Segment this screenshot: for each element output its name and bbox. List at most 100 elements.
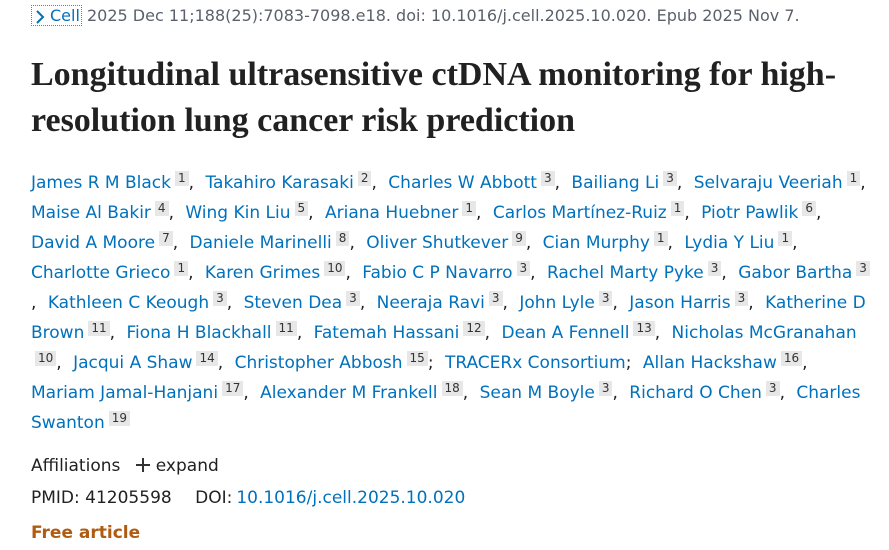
- author-name[interactable]: Allan Hackshaw: [642, 353, 777, 373]
- author-name[interactable]: Sean M Boyle: [479, 383, 595, 403]
- affiliation-number[interactable]: 15: [406, 351, 428, 366]
- author-name[interactable]: Fabio C P Navarro: [362, 263, 513, 283]
- affiliation-number[interactable]: 3: [516, 261, 531, 276]
- author-name[interactable]: Jason Harris: [629, 293, 731, 313]
- affiliation-number[interactable]: 3: [598, 291, 613, 306]
- affiliation-number[interactable]: 3: [765, 381, 780, 396]
- affiliation-number[interactable]: 10: [35, 351, 57, 366]
- author-name[interactable]: Katherine D Brown: [31, 293, 866, 343]
- author-name[interactable]: Christopher Abbosh: [234, 353, 403, 373]
- author-name[interactable]: Alexander M Frankell: [260, 383, 438, 403]
- author-name[interactable]: Bailiang Li: [571, 173, 660, 193]
- free-article[interactable]: Free article: [31, 523, 141, 543]
- affiliation-number[interactable]: 1: [175, 171, 189, 186]
- author-name[interactable]: Jacqui A Shaw: [73, 353, 193, 373]
- affiliation-number[interactable]: 5: [294, 201, 309, 216]
- author-name[interactable]: Richard O Chen: [629, 383, 762, 403]
- author-name[interactable]: Fiona H Blackhall: [126, 323, 272, 343]
- author-list: James R M Black 1, Takahiro Karasaki 2, Ch…: [31, 168, 876, 438]
- affiliation-number[interactable]: 1: [174, 261, 189, 276]
- separator: ,: [792, 233, 798, 253]
- author-name[interactable]: Charlotte Grieco: [31, 263, 171, 283]
- affiliation-number[interactable]: 16: [780, 351, 803, 366]
- author-name[interactable]: Nicholas McGranahan: [671, 323, 857, 343]
- author-name[interactable]: Neeraja Ravi: [376, 293, 485, 313]
- journal-link[interactable]: Cell: [31, 5, 82, 26]
- separator: ,: [676, 173, 683, 193]
- affiliations-label: Affiliations: [31, 456, 121, 476]
- author-name[interactable]: Fatemah Hassani: [313, 323, 460, 343]
- author-name[interactable]: Cian Murphy: [542, 233, 650, 253]
- doi-link[interactable]: 10.1016/j.cell.2025.10.020: [236, 488, 466, 508]
- author-name[interactable]: Dean A Fennell: [501, 323, 630, 343]
- author-entry: Selvaraju Veeriah 1,: [693, 171, 872, 193]
- affiliation-number[interactable]: 9: [512, 231, 526, 246]
- affiliation-number[interactable]: 3: [346, 291, 360, 306]
- author-name[interactable]: Daniele Marinelli: [189, 233, 332, 253]
- separator: ,: [243, 383, 249, 403]
- affiliation-number[interactable]: 3: [734, 291, 749, 306]
- separator: ,: [462, 383, 469, 403]
- affiliation-number[interactable]: 1: [462, 201, 477, 216]
- affiliation-number[interactable]: 3: [488, 291, 503, 306]
- author-name[interactable]: Takahiro Karasaki: [205, 173, 354, 193]
- separator: ,: [226, 293, 233, 313]
- author-name[interactable]: TRACERx Consortium: [444, 353, 626, 373]
- journal-name[interactable]: Cell: [50, 6, 80, 25]
- author-name[interactable]: Piotr Pawlik: [701, 203, 799, 223]
- author-name[interactable]: David A Moore: [31, 233, 156, 253]
- author-name[interactable]: Charles W Abbott: [388, 173, 537, 193]
- affiliation-number[interactable]: 4: [154, 201, 169, 216]
- author-name[interactable]: Mariam Jamal-Hanjani: [31, 383, 219, 403]
- author-name[interactable]: Carlos Martínez-Ruiz: [492, 203, 667, 223]
- pmid-label: PMID:: [31, 488, 80, 508]
- affiliation-number[interactable]: 14: [196, 351, 218, 366]
- author-entry: Nicholas McGranahan 10,: [31, 323, 857, 373]
- affiliation-number[interactable]: 3: [856, 261, 870, 276]
- author-name[interactable]: Selvaraju Veeriah: [693, 173, 843, 193]
- separator: ,: [56, 353, 62, 373]
- affiliation-number[interactable]: 3: [540, 171, 555, 186]
- author-name[interactable]: John Lyle: [519, 293, 595, 313]
- affiliation-number[interactable]: 1: [670, 201, 685, 216]
- author-entry: Wing Kin Liu 5,: [185, 201, 319, 223]
- affiliation-number[interactable]: 11: [275, 321, 297, 336]
- author-name[interactable]: Lydia Y Liu: [684, 233, 775, 253]
- affiliation-number[interactable]: 17: [222, 381, 244, 396]
- author-name[interactable]: Charles Swanton: [31, 383, 861, 433]
- author-entry: Katherine D Brown 11,: [31, 293, 866, 343]
- author-name[interactable]: Maise Al Bakir: [31, 203, 151, 223]
- author-name[interactable]: Steven Dea: [243, 293, 343, 313]
- author-name[interactable]: James R M Black: [31, 173, 171, 193]
- affiliation-number[interactable]: 1: [778, 231, 793, 246]
- affiliation-number[interactable]: 13: [633, 321, 655, 336]
- affiliation-number[interactable]: 8: [335, 231, 350, 246]
- expand-toggle[interactable]: expand: [135, 456, 219, 476]
- affiliation-number[interactable]: 3: [707, 261, 722, 276]
- affiliation-number[interactable]: 6: [802, 201, 816, 216]
- author-entry: Fatemah Hassani 12,: [313, 321, 496, 343]
- affiliation-number[interactable]: 11: [88, 321, 110, 336]
- affiliation-number[interactable]: 3: [598, 381, 613, 396]
- author-entry: Ariana Huebner 1,: [324, 201, 487, 223]
- affiliation-number[interactable]: 19: [108, 411, 131, 426]
- affiliation-number[interactable]: 12: [463, 321, 485, 336]
- affiliation-number[interactable]: 7: [159, 231, 173, 246]
- affiliation-number[interactable]: 3: [213, 291, 227, 306]
- author-entry: Richard O Chen 3,: [629, 381, 791, 403]
- affiliation-number[interactable]: 10: [324, 261, 346, 276]
- author-name[interactable]: Wing Kin Liu: [185, 203, 291, 223]
- affiliation-number[interactable]: 1: [846, 171, 861, 186]
- affiliation-number[interactable]: 2: [357, 171, 372, 186]
- affiliation-number[interactable]: 1: [653, 231, 668, 246]
- expand-label[interactable]: expand: [155, 456, 219, 476]
- author-name[interactable]: Karen Grimes: [204, 263, 321, 283]
- author-name[interactable]: Kathleen C Keough: [47, 293, 210, 313]
- author-name[interactable]: Rachel Marty Pyke: [546, 263, 704, 283]
- affiliation-number[interactable]: 3: [663, 171, 677, 186]
- affiliation-number[interactable]: 18: [441, 381, 463, 396]
- author-name[interactable]: Oliver Shutkever: [366, 233, 509, 253]
- author-name[interactable]: Ariana Huebner: [324, 203, 459, 223]
- author-name[interactable]: Gabor Bartha: [738, 263, 853, 283]
